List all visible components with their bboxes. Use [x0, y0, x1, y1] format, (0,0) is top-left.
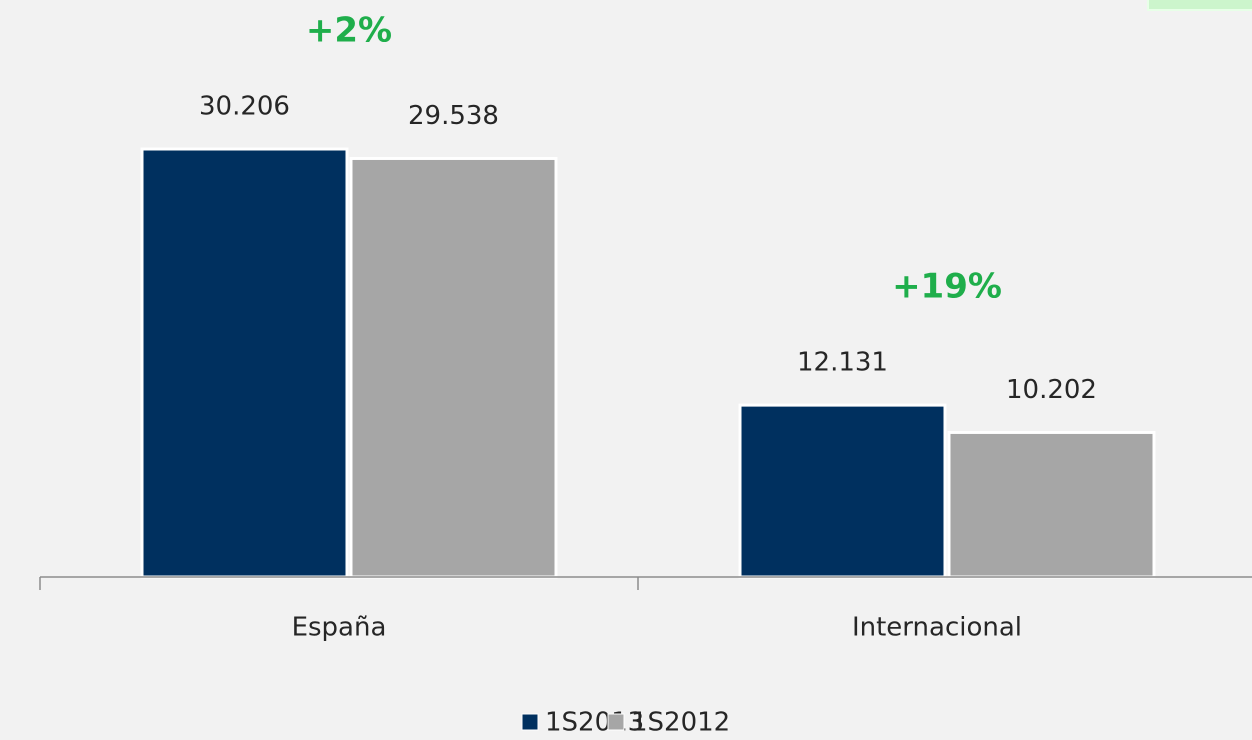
bar	[738, 403, 947, 579]
x-tick-label: Internacional	[852, 613, 1022, 643]
annotation: +19%	[892, 267, 1002, 307]
annotation: +2%	[306, 11, 392, 51]
x-tick-label: España	[292, 613, 387, 643]
bar	[349, 156, 558, 579]
value-label: 12.131	[797, 348, 888, 378]
value-label: 10.202	[1006, 375, 1097, 405]
legend-label: 1S2012	[631, 708, 730, 738]
bar	[140, 147, 349, 579]
legend-swatch	[607, 713, 625, 731]
corner-box	[1147, 0, 1252, 11]
bar	[947, 430, 1156, 579]
legend-label: 1S2013	[545, 708, 644, 738]
legend-swatch	[521, 713, 539, 731]
value-label: 29.538	[408, 101, 499, 131]
value-label: 30.206	[199, 92, 290, 122]
